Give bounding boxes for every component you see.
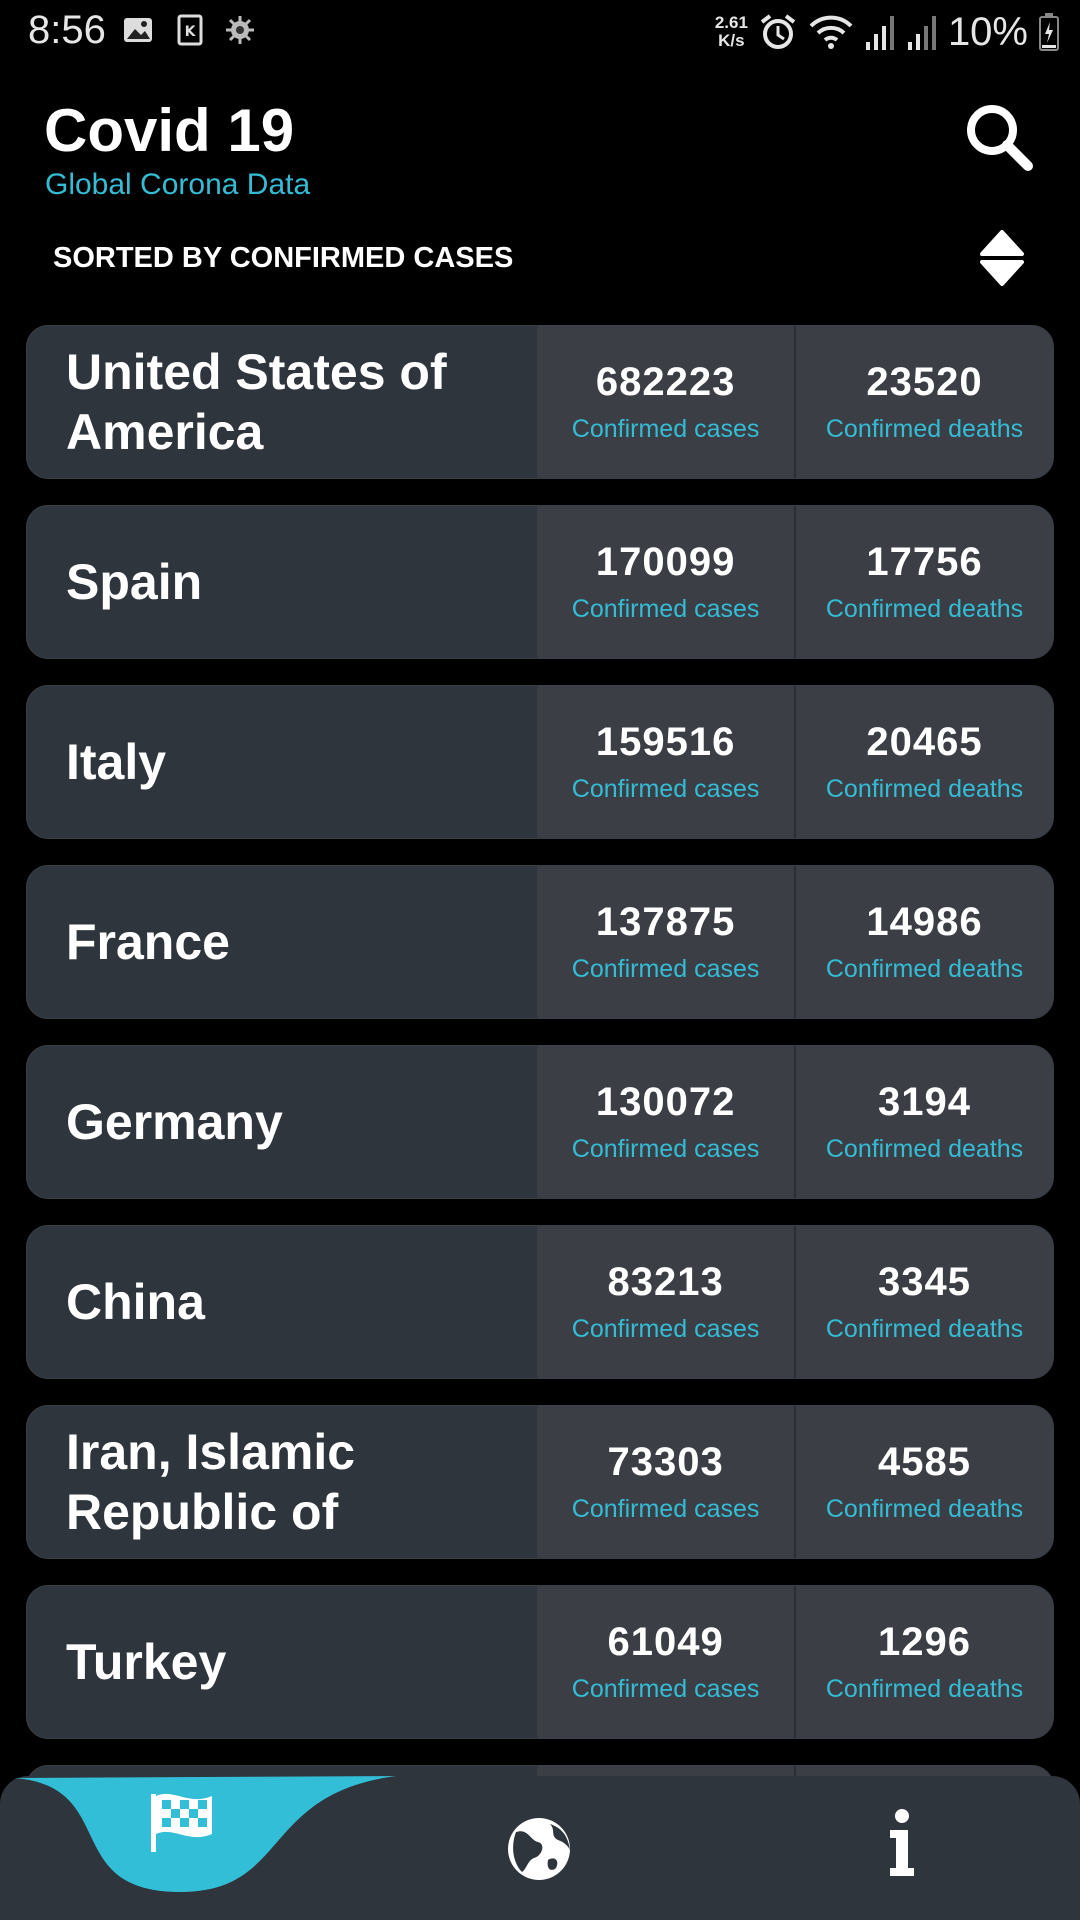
battery-icon	[1039, 13, 1059, 51]
checkered-flag-icon	[151, 1793, 212, 1852]
deaths-label: Confirmed deaths	[825, 1495, 1024, 1523]
sort-toggle-icon[interactable]	[976, 230, 1028, 286]
nav-global-tab[interactable]	[360, 1776, 720, 1920]
country-card[interactable]: China 83213 Confirmed cases 3345 Confirm…	[26, 1225, 1054, 1379]
cases-value: 83213	[607, 1260, 724, 1304]
cases-label: Confirmed cases	[571, 955, 760, 983]
settings-notification-icon	[226, 16, 254, 44]
gallery-notification-icon	[124, 18, 152, 42]
country-card[interactable]: Italy 159516 Confirmed cases 20465 Confi…	[26, 685, 1054, 839]
bottom-nav	[0, 1776, 1080, 1920]
deaths-label: Confirmed deaths	[825, 1315, 1024, 1343]
deaths-label: Confirmed deaths	[825, 1675, 1024, 1703]
country-name: Iran, Islamic Republic of	[66, 1424, 356, 1540]
cases-cell: 170099 Confirmed cases	[537, 506, 795, 658]
cases-label: Confirmed cases	[571, 415, 760, 443]
cases-label: Confirmed cases	[571, 1135, 760, 1163]
deaths-value: 14986	[866, 900, 983, 944]
country-card[interactable]: France 137875 Confirmed cases 14986 Conf…	[26, 865, 1054, 1019]
country-card[interactable]: Turkey 61049 Confirmed cases 1296 Confir…	[26, 1585, 1054, 1739]
cases-value: 170099	[595, 540, 736, 584]
cases-label: Confirmed cases	[571, 1675, 760, 1703]
globe-icon	[508, 1818, 570, 1880]
status-bar: 8:56 K 2.61 K/s	[0, 0, 1080, 62]
status-time: 8:56	[28, 8, 106, 52]
wifi-icon	[809, 15, 853, 49]
deaths-value: 20465	[866, 720, 983, 764]
country-name: Germany	[66, 1094, 283, 1150]
nav-info-tab[interactable]	[720, 1776, 1080, 1920]
deaths-cell: 14986 Confirmed deaths	[794, 866, 1053, 1018]
status-indicators: 2.61 K/s 10%	[715, 8, 1060, 56]
cases-cell: 159516 Confirmed cases	[537, 686, 795, 838]
cases-value: 137875	[595, 900, 736, 944]
alarm-icon	[760, 14, 796, 49]
country-card[interactable]: Spain 170099 Confirmed cases 17756 Confi…	[26, 505, 1054, 659]
cases-cell: 61049 Confirmed cases	[537, 1586, 795, 1738]
cases-cell: 83213 Confirmed cases	[537, 1226, 795, 1378]
battery-percent: 10%	[947, 9, 1028, 54]
country-card[interactable]: Germany 130072 Confirmed cases 3194 Conf…	[26, 1045, 1054, 1199]
page-title: Covid 19	[44, 97, 295, 164]
country-card[interactable]: United States of America 682223 Confirme…	[26, 325, 1054, 479]
deaths-label: Confirmed deaths	[825, 775, 1024, 803]
cases-value: 61049	[607, 1620, 724, 1664]
country-name: Italy	[66, 734, 167, 790]
country-name: Spain	[66, 554, 203, 610]
deaths-cell: 4585 Confirmed deaths	[794, 1406, 1053, 1558]
deaths-cell: 3194 Confirmed deaths	[794, 1046, 1053, 1198]
country-card[interactable]: Iran, Islamic Republic of 73303 Confirme…	[26, 1405, 1054, 1559]
deaths-cell: 3345 Confirmed deaths	[794, 1226, 1053, 1378]
deaths-value: 4585	[878, 1440, 972, 1484]
cases-cell: 682223 Confirmed cases	[537, 326, 795, 478]
deaths-value: 3345	[878, 1260, 972, 1304]
country-name: China	[66, 1274, 205, 1330]
deaths-cell: 1296 Confirmed deaths	[794, 1586, 1053, 1738]
cases-label: Confirmed cases	[571, 595, 760, 623]
deaths-label: Confirmed deaths	[825, 595, 1024, 623]
cases-value: 73303	[607, 1440, 724, 1484]
svg-text:K: K	[185, 24, 197, 40]
deaths-value: 17756	[866, 540, 983, 584]
deaths-label: Confirmed deaths	[825, 955, 1024, 983]
cases-label: Confirmed cases	[571, 775, 760, 803]
cases-cell: 73303 Confirmed cases	[537, 1406, 795, 1558]
app-notification-icon: K	[177, 14, 203, 46]
info-icon	[890, 1809, 914, 1876]
page-subtitle: Global Corona Data	[45, 168, 311, 201]
signal-icon-1	[865, 16, 894, 50]
deaths-cell: 23520 Confirmed deaths	[794, 326, 1053, 478]
cases-value: 130072	[595, 1080, 736, 1124]
sort-label: SORTED BY CONFIRMED CASES	[53, 242, 514, 274]
cases-label: Confirmed cases	[571, 1495, 760, 1523]
deaths-value: 3194	[878, 1080, 972, 1124]
cases-cell: 130072 Confirmed cases	[537, 1046, 795, 1198]
search-icon[interactable]	[960, 98, 1040, 178]
deaths-label: Confirmed deaths	[825, 415, 1024, 443]
deaths-cell: 20465 Confirmed deaths	[794, 686, 1053, 838]
deaths-label: Confirmed deaths	[825, 1135, 1024, 1163]
signal-icon-2	[907, 16, 936, 50]
network-speed: 2.61 K/s	[714, 13, 748, 50]
country-list: United States of America 682223 Confirme…	[26, 325, 1054, 1845]
deaths-value: 23520	[866, 360, 983, 404]
country-name: United States of America	[66, 344, 447, 460]
deaths-cell: 17756 Confirmed deaths	[794, 506, 1053, 658]
country-name: France	[66, 914, 230, 970]
nav-countries-tab[interactable]	[0, 1776, 360, 1920]
cases-value: 159516	[595, 720, 736, 764]
cases-value: 682223	[595, 360, 736, 404]
country-name: Turkey	[66, 1634, 227, 1690]
cases-cell: 137875 Confirmed cases	[537, 866, 795, 1018]
cases-label: Confirmed cases	[571, 1315, 760, 1343]
deaths-value: 1296	[878, 1620, 972, 1664]
